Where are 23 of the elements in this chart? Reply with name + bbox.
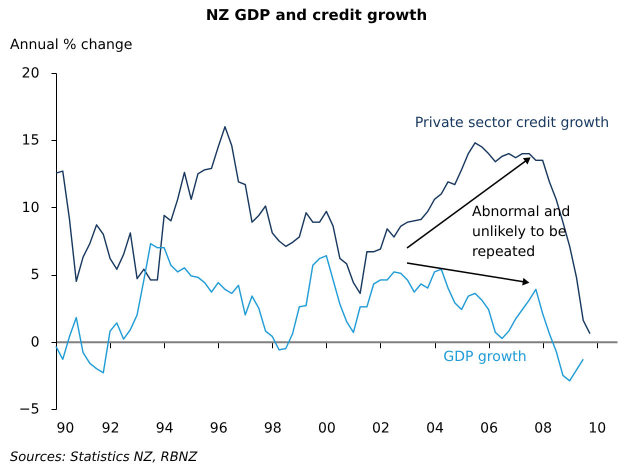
x-tick-label: 06: [480, 420, 498, 436]
x-tick-label: 04: [426, 420, 444, 436]
x-tick-label: 98: [264, 420, 282, 436]
chart-title: NZ GDP and credit growth: [206, 6, 428, 24]
series-label: GDP growth: [443, 349, 527, 365]
x-tick-label: 02: [372, 420, 390, 436]
y-axis-title: Annual % change: [10, 37, 132, 53]
x-tick-label: 10: [588, 420, 606, 436]
y-tick-label: −5: [18, 402, 40, 418]
text: Private sector credit growth: [414, 115, 610, 131]
line-series: [55, 242, 584, 382]
x-tick-label: 96: [210, 420, 228, 436]
source-note: Sources: Statistics NZ, RBNZ: [10, 450, 198, 464]
y-tick-label: 5: [30, 267, 40, 284]
y-tick-label: 10: [22, 200, 40, 216]
x-tick-label: 90: [56, 420, 74, 436]
x-tick-label: 00: [318, 420, 336, 436]
x-tick-label: 08: [534, 420, 552, 436]
y-tick-label: 20: [22, 66, 40, 82]
y-tick-label: 15: [22, 132, 40, 149]
x-tick-label: 92: [102, 420, 120, 436]
y-tick-label: 0: [30, 334, 40, 350]
x-tick-label: 94: [156, 420, 174, 436]
